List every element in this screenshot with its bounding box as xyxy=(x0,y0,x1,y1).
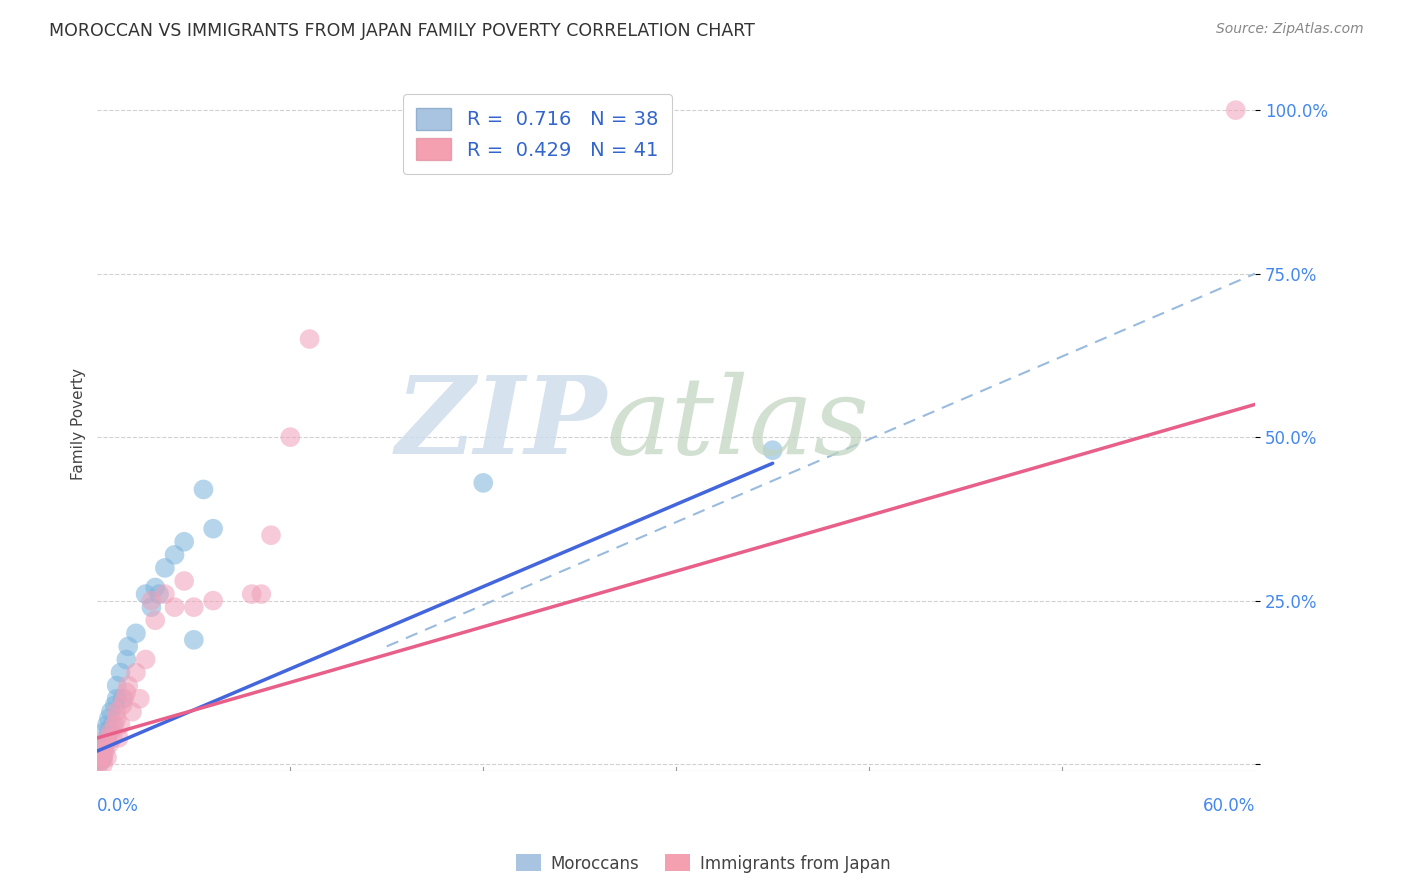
Point xyxy=(97,738,120,752)
Point xyxy=(110,718,132,732)
Point xyxy=(117,640,139,654)
Point xyxy=(90,750,112,764)
Point xyxy=(141,593,163,607)
Point xyxy=(202,593,225,607)
Text: ZIP: ZIP xyxy=(395,371,607,477)
Point xyxy=(141,600,163,615)
Point xyxy=(163,600,186,615)
Point xyxy=(110,665,132,680)
Point xyxy=(107,731,129,745)
Point xyxy=(762,443,785,458)
Point xyxy=(104,698,127,713)
Point xyxy=(105,711,128,725)
Point xyxy=(90,754,112,768)
Point xyxy=(105,679,128,693)
Point xyxy=(240,587,263,601)
Point xyxy=(91,750,114,764)
Point xyxy=(163,548,186,562)
Point xyxy=(89,750,111,764)
Point xyxy=(89,754,111,768)
Point xyxy=(105,705,128,719)
Point xyxy=(115,652,138,666)
Point xyxy=(135,652,157,666)
Point xyxy=(91,744,114,758)
Point xyxy=(173,534,195,549)
Point xyxy=(135,587,157,601)
Point xyxy=(94,738,117,752)
Text: 60.0%: 60.0% xyxy=(1202,797,1256,814)
Text: MOROCCAN VS IMMIGRANTS FROM JAPAN FAMILY POVERTY CORRELATION CHART: MOROCCAN VS IMMIGRANTS FROM JAPAN FAMILY… xyxy=(49,22,755,40)
Point xyxy=(115,685,138,699)
Point xyxy=(153,561,176,575)
Point xyxy=(90,740,112,755)
Point xyxy=(96,731,118,745)
Point xyxy=(94,724,117,739)
Point xyxy=(104,718,127,732)
Point xyxy=(90,750,112,764)
Point xyxy=(183,600,205,615)
Point xyxy=(90,747,112,762)
Text: Source: ZipAtlas.com: Source: ZipAtlas.com xyxy=(1216,22,1364,37)
Point xyxy=(128,691,150,706)
Point xyxy=(298,332,321,346)
Point xyxy=(153,587,176,601)
Text: 0.0%: 0.0% xyxy=(97,797,139,814)
Point xyxy=(91,750,114,764)
Point xyxy=(472,475,495,490)
Point xyxy=(148,587,170,601)
Point xyxy=(112,691,135,706)
Point xyxy=(260,528,283,542)
Point xyxy=(97,724,120,739)
Y-axis label: Family Poverty: Family Poverty xyxy=(72,368,86,480)
Point xyxy=(89,754,111,768)
Point xyxy=(100,705,122,719)
Point xyxy=(101,731,124,745)
Point xyxy=(96,731,118,745)
Point xyxy=(89,744,111,758)
Point xyxy=(202,522,225,536)
Point xyxy=(100,724,122,739)
Point xyxy=(143,613,166,627)
Point xyxy=(94,738,117,752)
Point xyxy=(89,757,111,772)
Text: atlas: atlas xyxy=(607,371,870,476)
Point xyxy=(173,574,195,588)
Point xyxy=(91,757,114,772)
Legend: Moroccans, Immigrants from Japan: Moroccans, Immigrants from Japan xyxy=(509,847,897,880)
Point xyxy=(125,665,148,680)
Point xyxy=(89,744,111,758)
Point xyxy=(1225,103,1247,117)
Point xyxy=(97,711,120,725)
Point xyxy=(117,679,139,693)
Point xyxy=(94,744,117,758)
Point xyxy=(96,750,118,764)
Point xyxy=(89,750,111,764)
Point xyxy=(278,430,301,444)
Point xyxy=(143,581,166,595)
Point xyxy=(89,747,111,762)
Point xyxy=(111,691,134,706)
Point xyxy=(250,587,273,601)
Point xyxy=(121,705,143,719)
Point xyxy=(125,626,148,640)
Point xyxy=(111,698,134,713)
Point xyxy=(193,483,215,497)
Point xyxy=(183,632,205,647)
Point xyxy=(90,747,112,762)
Legend: R =  0.716   N = 38, R =  0.429   N = 41: R = 0.716 N = 38, R = 0.429 N = 41 xyxy=(402,94,672,174)
Point xyxy=(101,718,124,732)
Point xyxy=(105,691,128,706)
Point xyxy=(96,718,118,732)
